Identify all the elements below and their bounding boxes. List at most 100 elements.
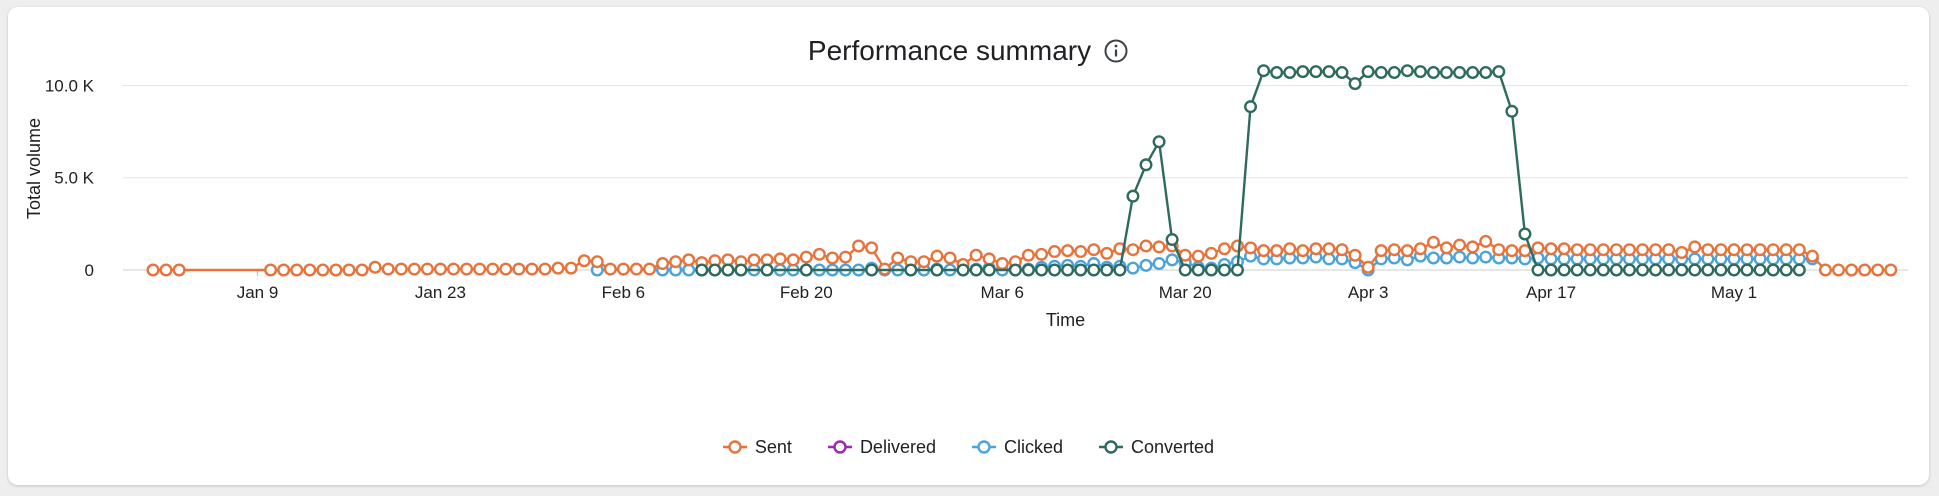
chart-title: Performance summary (807, 35, 1092, 66)
data-point-clicked (1426, 251, 1440, 265)
data-point-sent (329, 263, 343, 277)
performance-summary-card: Performance summary 0 5.0 K 10.0 K Jan 9 Ja… (8, 7, 1929, 485)
data-point-converted (1675, 263, 1689, 277)
data-point-converted (1714, 263, 1728, 277)
data-point-sent (1387, 243, 1401, 257)
y-tick-label: 10.0 K (45, 76, 95, 95)
data-point-sent (433, 262, 447, 276)
data-point-converted (760, 263, 774, 277)
data-point-sent (159, 263, 173, 277)
data-point-converted (721, 263, 735, 277)
data-point-clicked (1139, 258, 1153, 272)
legend-label: Clicked (1003, 436, 1064, 457)
data-point-sent (1309, 242, 1323, 256)
x-tick-label: Jan 23 (415, 283, 466, 302)
data-point-sent (381, 262, 395, 276)
data-point-converted (1100, 263, 1114, 277)
legend-item-clicked[interactable]: Clicked (971, 436, 1064, 458)
data-point-converted (956, 263, 970, 277)
data-point-sent (1818, 263, 1832, 277)
data-point-converted (1257, 64, 1271, 78)
x-axis-ticks: Jan 9 Jan 23 Feb 6 Feb 20 Mar 6 Mar 20 Apr 3 Ap… (237, 270, 1757, 302)
data-point-converted (1413, 65, 1427, 79)
data-point-sent (1230, 239, 1244, 253)
data-point-sent (1753, 243, 1767, 257)
data-point-converted (1322, 65, 1336, 79)
data-point-sent (1570, 243, 1584, 257)
data-point-converted (1244, 100, 1258, 114)
data-point-converted (1178, 263, 1192, 277)
data-point-converted (1636, 263, 1650, 277)
data-point-sent (1714, 243, 1728, 257)
data-point-sent (1453, 238, 1467, 252)
data-point-converted (1152, 135, 1166, 149)
data-point-converted (1021, 263, 1035, 277)
data-point-converted (1662, 263, 1676, 277)
data-point-sent (786, 253, 800, 267)
data-point-sent (1557, 242, 1571, 256)
data-point-sent (1217, 242, 1231, 256)
data-point-sent (499, 262, 513, 276)
data-point-sent (577, 254, 591, 268)
info-circle-icon[interactable] (1103, 38, 1129, 64)
legend-item-delivered[interactable]: Delivered (827, 436, 936, 458)
data-point-sent (1622, 243, 1636, 257)
data-point-converted (1400, 64, 1414, 78)
legend-item-sent[interactable]: Sent (722, 437, 792, 458)
data-point-converted (1766, 263, 1780, 277)
data-point-sent (303, 263, 317, 277)
data-point-sent (1374, 244, 1388, 258)
y-axis-label: Total volume (24, 118, 44, 219)
data-point-sent (838, 250, 852, 264)
x-tick-label: Feb 20 (780, 283, 833, 302)
line-chart: 0 5.0 K 10.0 K Jan 9 Jan 23 Feb 6 Feb 20 Mar 6… (24, 64, 1908, 330)
data-point-sent (982, 252, 996, 266)
data-point-sent (629, 262, 643, 276)
data-point-converted (1061, 263, 1075, 277)
data-point-converted (1622, 263, 1636, 277)
data-point-converted (1126, 189, 1140, 203)
legend-label: Converted (1131, 436, 1215, 457)
data-point-sent (1413, 242, 1427, 256)
data-point-converted (1217, 263, 1231, 277)
data-point-converted (1649, 263, 1663, 277)
data-point-sent (1596, 243, 1610, 257)
data-point-sent (891, 251, 905, 265)
data-point-sent (852, 239, 866, 253)
data-point-converted (1596, 263, 1610, 277)
data-point-sent (172, 263, 186, 277)
data-point-converted (1570, 263, 1584, 277)
data-point-converted (1296, 65, 1310, 79)
data-point-converted (1518, 227, 1532, 241)
data-point-sent (1087, 243, 1101, 257)
data-point-sent (1845, 263, 1859, 277)
data-point-sent (538, 262, 552, 276)
legend-label: Delivered (859, 436, 936, 457)
data-point-sent (1479, 234, 1493, 248)
data-point-sent (1034, 247, 1048, 261)
data-point-sent (1649, 243, 1663, 257)
data-point-sent (1139, 239, 1153, 253)
x-tick-label: Feb 6 (602, 283, 645, 302)
data-point-converted (1492, 65, 1506, 79)
data-point-converted (1583, 263, 1597, 277)
data-point-sent (1505, 244, 1519, 258)
data-point-sent (316, 263, 330, 277)
x-tick-label: Apr 3 (1348, 283, 1389, 302)
data-point-sent (799, 250, 813, 264)
data-point-converted (1440, 66, 1454, 80)
data-point-sent (486, 262, 500, 276)
data-point-sent (1270, 244, 1284, 258)
data-point-sent (747, 253, 761, 267)
data-point-sent (1361, 260, 1375, 274)
data-point-sent (342, 263, 356, 277)
data-point-sent (1152, 240, 1166, 254)
legend-item-converted[interactable]: Converted (1099, 437, 1214, 458)
data-point-sent (656, 257, 670, 271)
data-point-converted (1074, 263, 1088, 277)
data-point-sent (643, 262, 657, 276)
x-tick-label: Jan 9 (237, 283, 279, 302)
data-point-sent (1583, 243, 1597, 257)
data-point-sent (1074, 245, 1088, 259)
data-point-sent (1348, 248, 1362, 262)
